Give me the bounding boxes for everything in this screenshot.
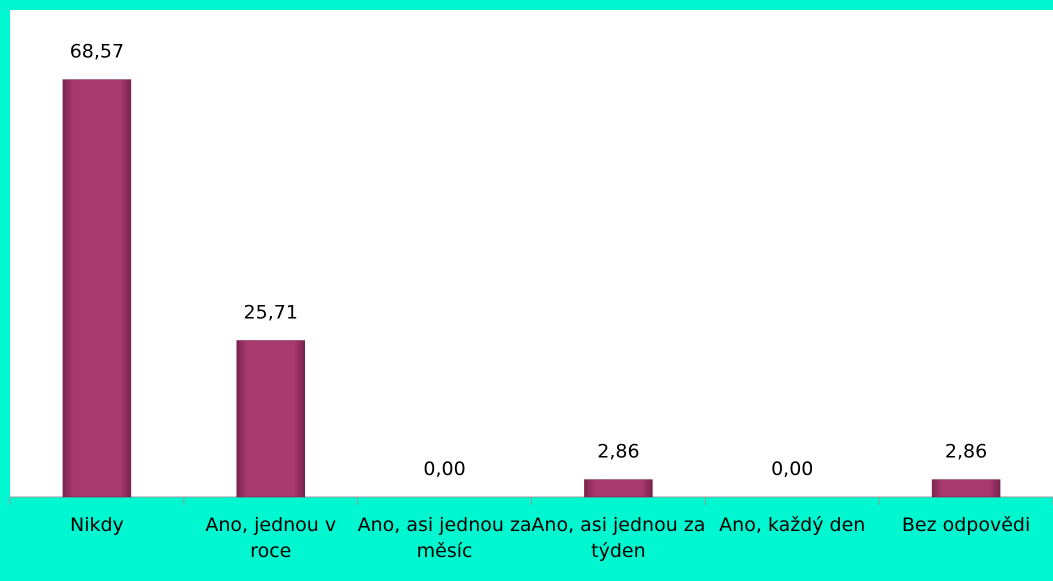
data-label: 25,71 (244, 301, 298, 323)
bar (931, 479, 1001, 498)
data-label: 68,57 (70, 41, 124, 63)
x-tick-label: Ano, každý den (719, 514, 866, 536)
data-label: 0,00 (771, 458, 813, 480)
data-label: 0,00 (423, 458, 465, 480)
data-label: 2,86 (597, 441, 639, 463)
plot-area (10, 10, 1053, 497)
data-label: 2,86 (945, 441, 987, 463)
bar (584, 479, 653, 498)
x-tick-label: Ano, asi jednou za týden (531, 514, 706, 562)
x-tick-label: Ano, jednou v roce (205, 514, 337, 562)
x-tick-label: Nikdy (70, 514, 124, 536)
bar (236, 340, 305, 498)
x-tick-label: Ano, asi jednou za měsíc (357, 514, 532, 562)
x-tick-label: Bez odpovědi (901, 514, 1031, 536)
bar (62, 79, 132, 498)
